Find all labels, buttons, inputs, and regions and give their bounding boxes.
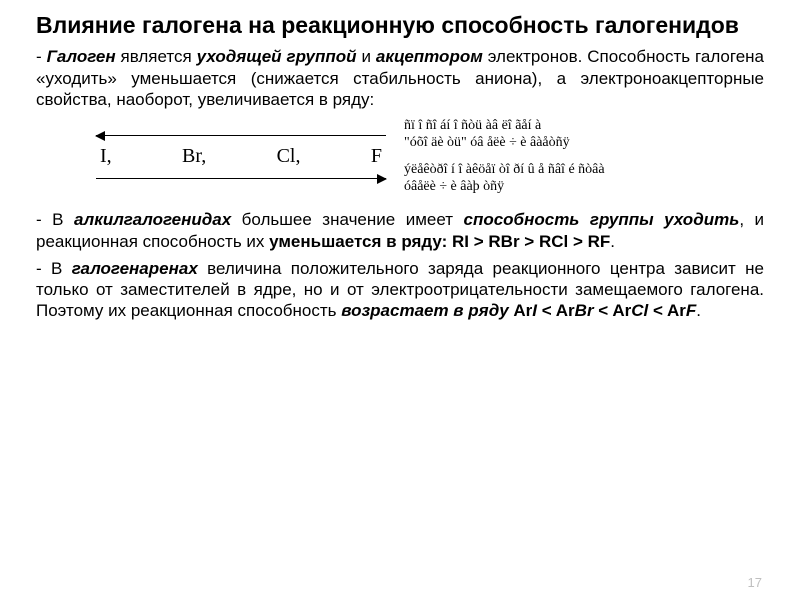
p3-tail-prefix: Ar: [509, 301, 533, 320]
lt2: < Ar: [594, 301, 632, 320]
lt3: < Ar: [648, 301, 686, 320]
halogen-F: F: [371, 145, 382, 168]
halogen-series: I, Br, Cl, F: [96, 143, 386, 170]
p2-strong3: уменьшается в ряду: RI > RBr > RCl > RF: [269, 232, 610, 251]
p2-mid1: большее значение имеет: [231, 210, 463, 229]
paragraph-1: - Галоген является уходящей группой и ак…: [36, 46, 764, 110]
side-top-line1: ñï î ñî áí î ñòü àâ ëî ãåí à: [404, 118, 605, 135]
p1-prefix: -: [36, 47, 47, 66]
paragraph-3: - В галогенаренах величина положительног…: [36, 258, 764, 322]
side-top-line2: "óõî äè òü" óâ åëè ÷ è âàåòñÿ: [404, 135, 605, 152]
p2-tail: .: [610, 232, 615, 251]
p2-strong1: алкилгалогенидах: [74, 210, 231, 229]
p1-mid1: является: [116, 47, 197, 66]
slide: Влияние галогена на реакционную способно…: [0, 0, 800, 322]
p3-dot: .: [696, 301, 701, 320]
halogen-Br: Br,: [182, 145, 206, 168]
side-top: ñï î ñî áí î ñòü àâ ëî ãåí à "óõî äè òü"…: [404, 118, 605, 152]
slide-title: Влияние галогена на реакционную способно…: [36, 12, 764, 38]
arrow-top: [96, 127, 386, 143]
p3-strong1: галогенаренах: [72, 259, 198, 278]
ar-Cl: Cl: [631, 301, 648, 320]
p1-strong1: уходящей группой: [197, 47, 357, 66]
p1-strong2: акцептором: [376, 47, 483, 66]
ar-Br: Br: [575, 301, 594, 320]
halogen-block: I, Br, Cl, F: [96, 127, 386, 186]
side-bottom: ýëåêòðî í î àêöåï òî ðí û å ñâî é ñòâà ó…: [404, 162, 605, 196]
p1-mid2: и: [357, 47, 376, 66]
lt1: < Ar: [537, 301, 575, 320]
halogen-diagram: I, Br, Cl, F ñï î ñî áí î ñòü àâ ëî ãåí …: [96, 118, 764, 195]
p3-prefix: - В: [36, 259, 72, 278]
halogen-Cl: Cl,: [277, 145, 301, 168]
arrow-right-icon: [96, 178, 386, 180]
halogen-I: I,: [100, 145, 112, 168]
arrow-left-icon: [96, 135, 386, 137]
diagram-side-text: ñï î ñî áí î ñòü àâ ëî ãåí à "óõî äè òü"…: [404, 118, 605, 195]
p2-strong2: способность группы уходить: [464, 210, 740, 229]
p1-em1: Галоген: [47, 47, 116, 66]
page-number: 17: [748, 575, 762, 590]
paragraph-2: - В алкилгалогенидах большее значение им…: [36, 209, 764, 252]
p3-strong2: возрастает в ряду: [341, 301, 508, 320]
side-bot-line2: óâåëè ÷ è âàþ òñÿ: [404, 179, 605, 196]
side-bot-line1: ýëåêòðî í î àêöåï òî ðí û å ñâî é ñòâà: [404, 162, 605, 179]
p2-prefix: - В: [36, 210, 74, 229]
arrow-bottom: [96, 170, 386, 186]
ar-F: F: [686, 301, 696, 320]
